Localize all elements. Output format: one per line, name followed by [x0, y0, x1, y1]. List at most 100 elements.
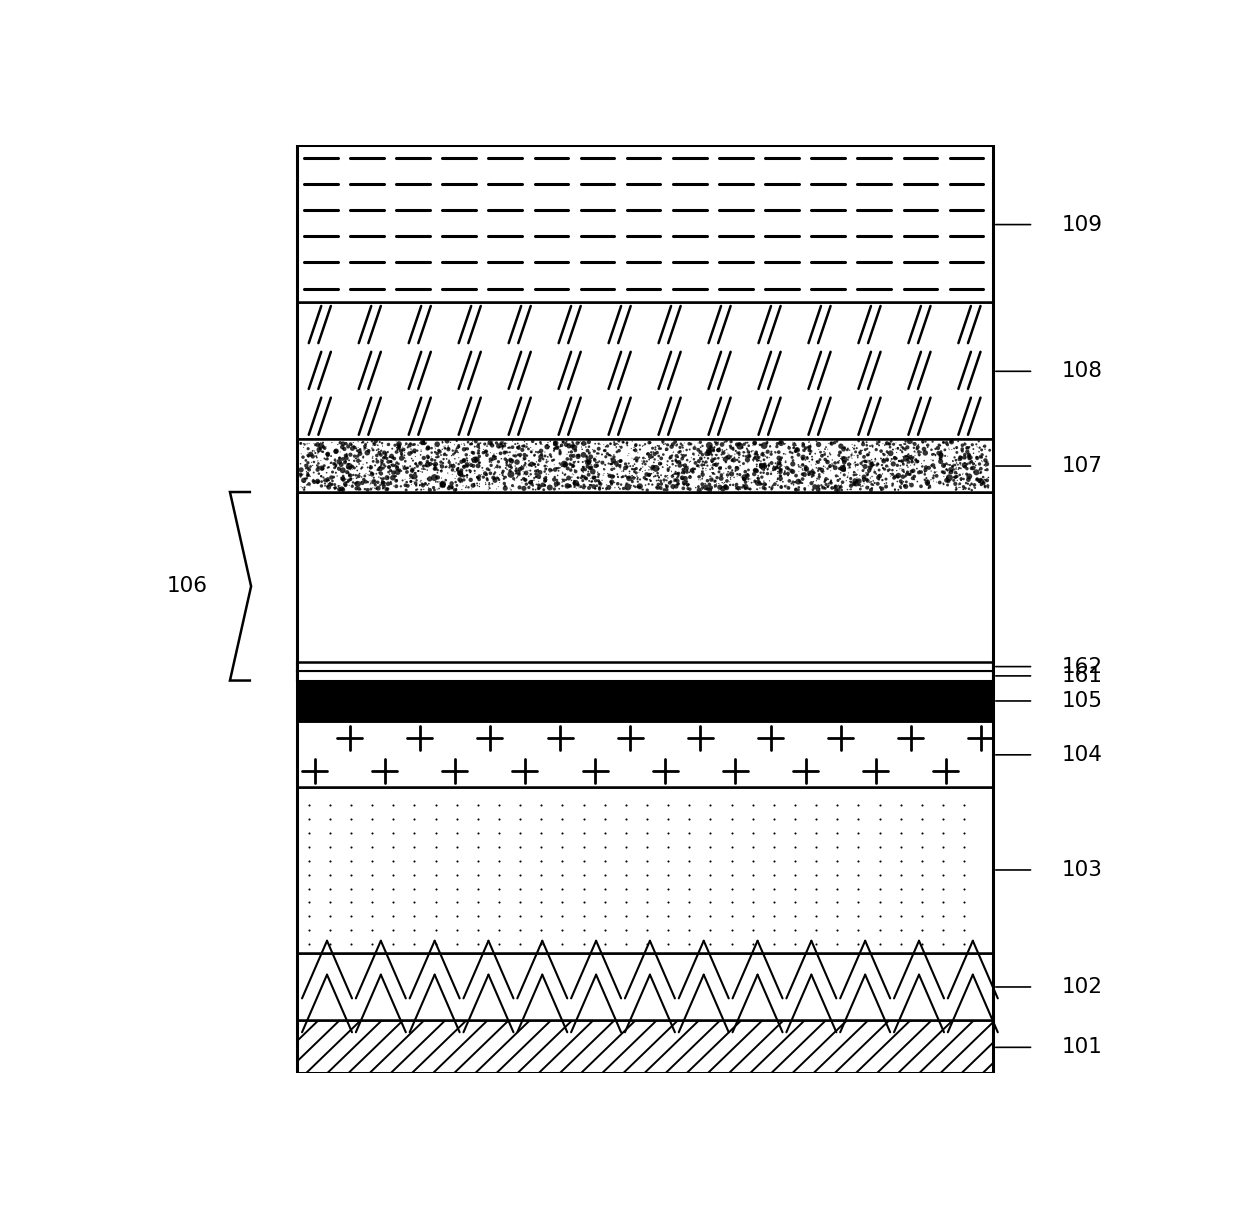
Point	[742, 441, 761, 461]
Point	[852, 452, 872, 472]
Point	[484, 446, 503, 466]
Point	[777, 458, 797, 478]
Point	[732, 467, 751, 486]
Point	[946, 453, 966, 473]
Point	[733, 468, 753, 487]
Point	[706, 472, 725, 491]
Point	[404, 441, 424, 461]
Point	[525, 455, 544, 474]
Point	[635, 455, 655, 474]
Point	[325, 458, 345, 478]
Point	[656, 467, 676, 486]
Point	[484, 464, 503, 484]
Point	[870, 467, 890, 486]
Point	[972, 452, 992, 472]
Point	[786, 441, 806, 461]
Point	[316, 463, 336, 482]
Point	[387, 453, 407, 473]
Point	[458, 451, 477, 470]
Point	[703, 439, 723, 458]
Point	[579, 479, 599, 498]
Point	[579, 444, 599, 463]
Point	[611, 468, 631, 487]
Point	[425, 458, 445, 478]
Point	[635, 461, 655, 480]
Point	[949, 475, 968, 494]
Point	[738, 472, 758, 491]
Point	[918, 474, 937, 493]
Point	[311, 435, 331, 455]
Point	[754, 463, 774, 482]
Point	[321, 468, 341, 487]
Point	[342, 476, 362, 496]
Point	[513, 437, 533, 456]
Point	[951, 469, 971, 488]
Point	[833, 447, 853, 467]
Point	[339, 455, 358, 474]
Point	[666, 456, 686, 475]
Point	[378, 462, 398, 481]
Point	[936, 433, 956, 452]
Point	[769, 449, 789, 468]
Point	[770, 450, 790, 469]
Point	[761, 464, 781, 484]
Point	[820, 457, 839, 476]
Point	[410, 462, 430, 481]
Point	[373, 451, 393, 470]
Point	[779, 479, 799, 498]
Point	[585, 456, 605, 475]
Point	[851, 441, 870, 461]
Point	[619, 469, 639, 488]
Point	[490, 457, 510, 476]
Point	[875, 435, 895, 455]
Point	[799, 476, 818, 496]
Point	[738, 446, 758, 466]
Point	[619, 468, 639, 487]
Point	[454, 451, 474, 470]
Point	[672, 463, 692, 482]
Point	[652, 480, 672, 499]
Point	[327, 441, 347, 461]
Point	[453, 464, 472, 484]
Point	[807, 452, 827, 472]
Point	[502, 438, 522, 457]
Point	[657, 470, 677, 490]
Point	[635, 468, 655, 487]
Point	[526, 468, 546, 487]
Point	[653, 432, 673, 451]
Point	[350, 441, 370, 461]
Point	[877, 434, 897, 453]
Point	[387, 438, 407, 457]
Point	[755, 443, 775, 462]
Point	[463, 443, 482, 462]
Point	[975, 478, 994, 497]
Point	[572, 434, 591, 453]
Point	[663, 467, 683, 486]
Point	[315, 449, 335, 468]
Point	[856, 464, 875, 484]
Point	[801, 461, 821, 480]
Point	[955, 433, 975, 452]
Point	[729, 452, 749, 472]
Point	[923, 451, 942, 470]
Point	[487, 468, 507, 487]
Point	[342, 457, 362, 476]
Point	[857, 453, 877, 473]
Point	[641, 472, 661, 491]
Point	[336, 469, 356, 488]
Point	[963, 455, 983, 474]
Point	[568, 474, 588, 493]
Point	[901, 449, 921, 468]
Point	[515, 469, 534, 488]
Point	[418, 469, 438, 488]
Point	[351, 459, 371, 479]
Point	[312, 459, 332, 479]
Point	[465, 437, 485, 456]
Point	[339, 472, 358, 491]
Point	[926, 473, 946, 492]
Point	[754, 450, 774, 469]
Point	[816, 469, 836, 488]
Point	[939, 439, 959, 458]
Point	[469, 468, 489, 487]
Point	[461, 479, 481, 498]
